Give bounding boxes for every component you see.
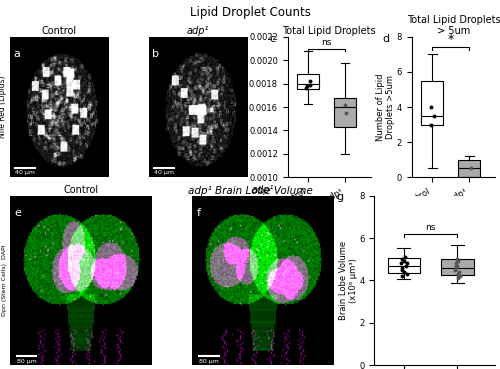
Text: g: g [336, 192, 343, 202]
Text: ns: ns [322, 38, 332, 47]
Point [454, 275, 462, 281]
Point [453, 256, 461, 262]
Point [341, 102, 349, 108]
Text: *: * [448, 33, 454, 46]
Title: adp¹: adp¹ [252, 185, 274, 195]
Title: Total Lipid Droplets
> 5um: Total Lipid Droplets > 5um [406, 14, 500, 36]
Title: adp¹: adp¹ [186, 26, 209, 36]
Point [402, 261, 410, 266]
Y-axis label: Number of Lipid
Droplets >5um: Number of Lipid Droplets >5um [376, 73, 395, 141]
Point [306, 82, 314, 88]
FancyBboxPatch shape [442, 259, 474, 275]
Title: Control: Control [42, 26, 76, 36]
Text: a: a [14, 49, 20, 59]
Text: 80 μm: 80 μm [200, 359, 219, 364]
Point [306, 78, 314, 84]
Text: Lipid Droplet Counts: Lipid Droplet Counts [190, 6, 310, 18]
Text: 80 μm: 80 μm [17, 359, 37, 364]
Point [452, 263, 460, 269]
Title: Total Lipid Droplets: Total Lipid Droplets [282, 26, 376, 36]
Point [452, 265, 460, 271]
Point [402, 263, 410, 269]
Point [400, 258, 408, 264]
Text: f: f [196, 208, 200, 218]
Point [342, 110, 349, 116]
Y-axis label: Brain Lobe Volume
(x10⁶ μm³): Brain Lobe Volume (x10⁶ μm³) [338, 241, 358, 320]
Y-axis label: Number of Lipid
Droplets per μm³: Number of Lipid Droplets per μm³ [228, 71, 248, 143]
Point [403, 271, 411, 277]
Y-axis label: Nile Red (Lipids): Nile Red (Lipids) [0, 76, 7, 138]
Point [453, 263, 461, 269]
Point [454, 258, 462, 264]
Point [302, 83, 310, 89]
Text: e: e [14, 208, 21, 218]
Text: ns: ns [426, 223, 436, 232]
Title: Control: Control [64, 185, 98, 195]
Point [400, 269, 408, 275]
FancyBboxPatch shape [388, 258, 420, 273]
Point [430, 113, 438, 119]
Point [426, 104, 434, 110]
Point [468, 165, 475, 171]
Point [426, 122, 434, 128]
FancyBboxPatch shape [458, 159, 480, 177]
Point [452, 261, 460, 266]
Text: d: d [382, 34, 390, 44]
Point [456, 273, 464, 279]
Point [401, 254, 409, 260]
Y-axis label: Dpn (Stem Cells)  DAPI: Dpn (Stem Cells) DAPI [2, 245, 7, 316]
FancyBboxPatch shape [297, 74, 319, 89]
Point [398, 273, 406, 279]
Point [454, 271, 462, 277]
Point [451, 267, 459, 273]
Point [398, 267, 406, 273]
Point [456, 269, 464, 275]
Point [398, 265, 406, 271]
Point [397, 261, 405, 266]
Point [398, 256, 406, 262]
Text: c: c [270, 34, 276, 44]
Text: b: b [152, 49, 159, 59]
Text: 40 μm: 40 μm [16, 170, 36, 175]
Text: 40 μm: 40 μm [154, 170, 174, 175]
Text: adp¹ Brain Lobe Volume: adp¹ Brain Lobe Volume [188, 186, 312, 196]
FancyBboxPatch shape [334, 98, 356, 127]
FancyBboxPatch shape [421, 81, 443, 125]
Point [302, 85, 310, 91]
